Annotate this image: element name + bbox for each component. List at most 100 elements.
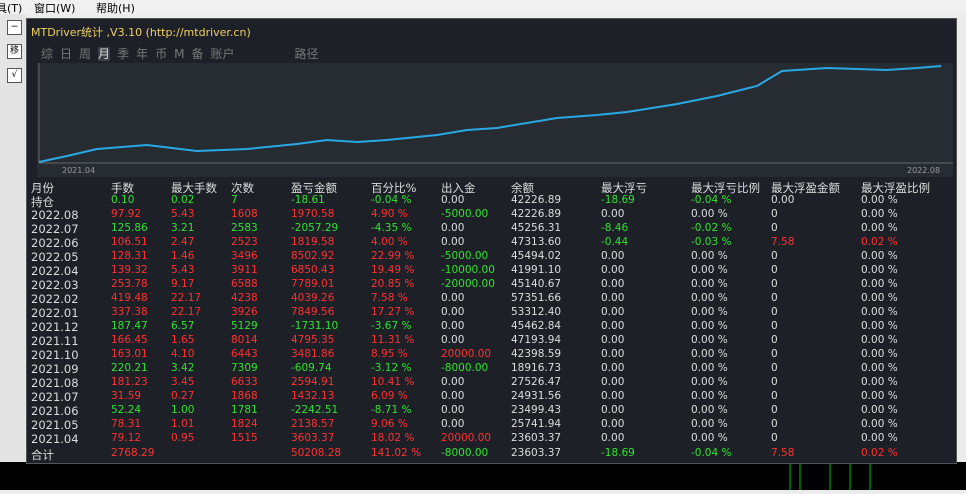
row-label: 2022.04 bbox=[31, 264, 79, 278]
table-cell: -0.02 % bbox=[691, 222, 732, 234]
table-cell: -0.04 % bbox=[371, 194, 412, 206]
table-cell: 0 bbox=[771, 390, 778, 402]
table-cell: 27526.47 bbox=[511, 376, 562, 388]
side-button[interactable]: √ bbox=[7, 68, 22, 83]
table-cell: 1.46 bbox=[171, 250, 195, 262]
table-cell: 0.00 % bbox=[691, 334, 728, 346]
table-cell: 0.00 bbox=[601, 418, 625, 430]
table-cell: 0.00 % bbox=[691, 306, 728, 318]
table-cell: 1824 bbox=[231, 418, 258, 430]
table-cell: 22.17 bbox=[171, 306, 202, 318]
table-cell: 8.95 % bbox=[371, 348, 408, 360]
row-label: 2022.03 bbox=[31, 278, 79, 292]
tab[interactable]: 周 bbox=[79, 47, 92, 61]
table-cell: 0 bbox=[771, 320, 778, 332]
table-cell: 3.21 bbox=[171, 222, 195, 234]
table-cell: 0.00 % bbox=[691, 208, 728, 220]
table-cell: -0.04 % bbox=[691, 447, 732, 459]
side-button[interactable]: 移 bbox=[7, 44, 22, 59]
table-cell: 47193.94 bbox=[511, 334, 562, 346]
header-cell: 最大浮盈金额 bbox=[771, 181, 840, 195]
table-cell: 79.12 bbox=[111, 432, 142, 444]
table-cell: 0.00 % bbox=[861, 418, 898, 430]
table-cell: 6850.43 bbox=[291, 264, 335, 276]
table-cell: 0.00 % bbox=[691, 292, 728, 304]
table-cell: 0.00 % bbox=[861, 306, 898, 318]
table-cell: 0.00 % bbox=[691, 418, 728, 430]
table-cell: 0 bbox=[771, 418, 778, 430]
row-label: 合计 bbox=[31, 448, 54, 462]
table-cell: 5.43 bbox=[171, 264, 195, 276]
header-cell: 盈亏金额 bbox=[291, 181, 337, 195]
table-cell: -3.12 % bbox=[371, 362, 412, 374]
tab[interactable]: 年 bbox=[136, 47, 149, 61]
table-cell: 0.00 bbox=[601, 404, 625, 416]
table-cell: 0.00 % bbox=[861, 376, 898, 388]
table-cell: 7.58 bbox=[771, 447, 795, 459]
table-cell: -8000.00 bbox=[441, 362, 489, 374]
table-cell: 1.01 bbox=[171, 418, 195, 430]
table-cell: 0 bbox=[771, 222, 778, 234]
header-cell: 余额 bbox=[511, 181, 534, 195]
table-cell: 0.00 bbox=[441, 376, 465, 388]
table-cell: 253.78 bbox=[111, 278, 148, 290]
table-cell: 45256.31 bbox=[511, 222, 562, 234]
table-cell: 0.00 % bbox=[861, 348, 898, 360]
tab[interactable]: 账户 bbox=[210, 47, 235, 61]
table-cell: 7309 bbox=[231, 362, 258, 374]
row-label: 持仓 bbox=[31, 195, 54, 209]
table-cell: 22.17 bbox=[171, 292, 202, 304]
table-cell: 0.00 % bbox=[691, 250, 728, 262]
tab[interactable]: 综 bbox=[41, 47, 54, 61]
table-cell: 4.10 bbox=[171, 348, 195, 360]
side-button[interactable]: − bbox=[7, 20, 22, 35]
table-cell: 0.00 bbox=[441, 236, 465, 248]
table-cell: -5000.00 bbox=[441, 250, 489, 262]
table-cell: -609.74 bbox=[291, 362, 332, 374]
table-cell: 97.92 bbox=[111, 208, 142, 220]
table-cell: 1781 bbox=[231, 404, 258, 416]
table-cell: 181.23 bbox=[111, 376, 148, 388]
table-cell: 4.00 % bbox=[371, 236, 408, 248]
tab[interactable]: 备 bbox=[191, 47, 204, 61]
table-cell: 0.00 % bbox=[861, 404, 898, 416]
row-label: 2021.04 bbox=[31, 432, 79, 446]
tab[interactable]: 日 bbox=[60, 47, 73, 61]
row-label: 2021.12 bbox=[31, 320, 79, 334]
table-cell: 45140.67 bbox=[511, 278, 562, 290]
table-cell: 0 bbox=[771, 208, 778, 220]
table-cell: 0.10 bbox=[111, 194, 135, 206]
row-label: 2021.10 bbox=[31, 348, 79, 362]
tab[interactable]: 币 bbox=[155, 47, 168, 61]
row-label: 2021.09 bbox=[31, 362, 79, 376]
table-cell: 0.00 % bbox=[861, 264, 898, 276]
table-cell: 163.01 bbox=[111, 348, 148, 360]
table-cell: 0.00 bbox=[441, 194, 465, 206]
table-cell: 0.00 % bbox=[861, 208, 898, 220]
menu-item[interactable]: 窗口(W) bbox=[34, 2, 76, 15]
tab[interactable]: M bbox=[174, 47, 185, 61]
equity-line bbox=[38, 65, 942, 163]
table-cell: 23603.37 bbox=[511, 432, 562, 444]
table-cell: -1731.10 bbox=[291, 320, 339, 332]
table-cell: 1608 bbox=[231, 208, 258, 220]
menu-item[interactable]: 具(T) bbox=[0, 2, 23, 15]
table-cell: 0.00 % bbox=[861, 362, 898, 374]
table-cell: 1819.58 bbox=[291, 236, 335, 248]
table-cell: 0.00 bbox=[601, 292, 625, 304]
tab[interactable]: 季 bbox=[117, 47, 130, 61]
table-cell: -20000.00 bbox=[441, 278, 495, 290]
menu-bar: 具(T) 窗口(W) 帮助(H) bbox=[0, 0, 966, 15]
tab[interactable]: 月 bbox=[98, 47, 111, 61]
table-cell: 0.95 bbox=[171, 432, 195, 444]
tab[interactable]: 路径 bbox=[294, 47, 319, 61]
table-cell: 0.00 % bbox=[691, 264, 728, 276]
table-cell: 0.00 % bbox=[691, 390, 728, 402]
table-cell: 25741.94 bbox=[511, 418, 562, 430]
table-cell: 337.38 bbox=[111, 306, 148, 318]
menu-item[interactable]: 帮助(H) bbox=[96, 2, 135, 15]
table-cell: 0.00 bbox=[441, 222, 465, 234]
table-cell: 0 bbox=[771, 250, 778, 262]
row-label: 2021.06 bbox=[31, 404, 79, 418]
